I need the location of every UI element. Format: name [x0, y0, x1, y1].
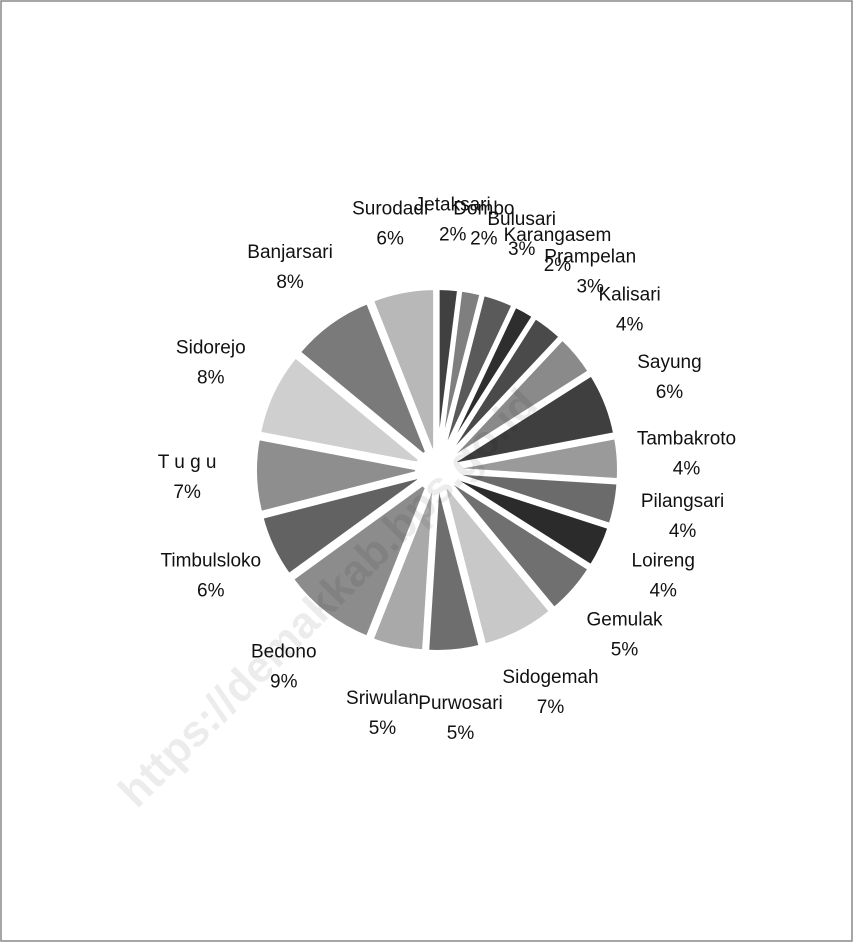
slice-label: Sidogemah	[502, 667, 598, 688]
slice-value-label: 2%	[439, 225, 467, 246]
pie-slice	[425, 479, 484, 654]
slice-value-label: 5%	[611, 639, 639, 660]
pie-slice	[444, 472, 613, 570]
slice-value-label: 6%	[197, 580, 225, 601]
slice-value-label: 4%	[649, 580, 677, 601]
slice-value-label: 7%	[537, 697, 565, 718]
slice-value-label: 8%	[197, 368, 225, 389]
pie-slice	[446, 469, 621, 528]
pie-slice	[256, 353, 430, 468]
slice-value-label: 5%	[369, 718, 397, 739]
slice-label: Prampelan	[544, 246, 636, 267]
slice-value-label: 3%	[508, 239, 536, 260]
pie-slice	[443, 335, 593, 466]
slice-label: Banjarsari	[247, 242, 333, 263]
slice-value-label: 4%	[669, 521, 697, 542]
slice-label: Sayung	[637, 352, 701, 373]
slice-value-label: 7%	[173, 482, 201, 503]
pie-slice	[446, 434, 621, 483]
slice-value-label: 9%	[270, 672, 298, 693]
pie-slice	[442, 474, 593, 612]
slice-value-label: 6%	[656, 382, 684, 403]
slice-label: Sidorejo	[176, 338, 246, 359]
slice-label: Purwosari	[418, 693, 502, 714]
slice-label: Surodadi	[352, 198, 428, 219]
slice-value-label: 5%	[447, 723, 475, 744]
pie-slice	[441, 314, 564, 464]
slice-label: Timbulsloko	[160, 550, 261, 571]
slice-label: Loireng	[632, 550, 695, 571]
pie-slice	[258, 472, 430, 579]
slice-label: Kalisari	[598, 285, 660, 306]
pie-slice	[368, 479, 437, 654]
pie-center	[415, 448, 459, 492]
slice-label: Gemulak	[587, 609, 664, 630]
pie-slice	[445, 371, 618, 469]
slice-value-label: 6%	[376, 228, 404, 249]
slice-label: Bedono	[251, 642, 317, 663]
slice-value-label: 3%	[576, 276, 604, 297]
slice-label: Sriwulan	[346, 688, 419, 709]
pie-slice	[295, 299, 433, 464]
pie-slice	[439, 477, 554, 648]
slice-value-label: 4%	[616, 315, 644, 336]
slice-value-label: 2%	[470, 228, 498, 249]
slice-label: T u g u	[158, 452, 217, 473]
slice-label: Tambakroto	[637, 428, 736, 449]
slice-label: Pilangsari	[641, 491, 724, 512]
pie-slice	[253, 435, 428, 516]
pie-slice	[369, 286, 438, 461]
slice-label: Jetaksari	[415, 195, 491, 216]
slice-label: Dombo	[453, 198, 514, 219]
slice-label: Bulusari	[487, 209, 556, 230]
slice-value-label: 2%	[544, 255, 572, 276]
pie-slice	[288, 472, 436, 641]
slice-value-label: 4%	[673, 458, 701, 479]
slice-value-label: 8%	[276, 272, 304, 293]
slice-label: Karangasem	[504, 225, 612, 246]
